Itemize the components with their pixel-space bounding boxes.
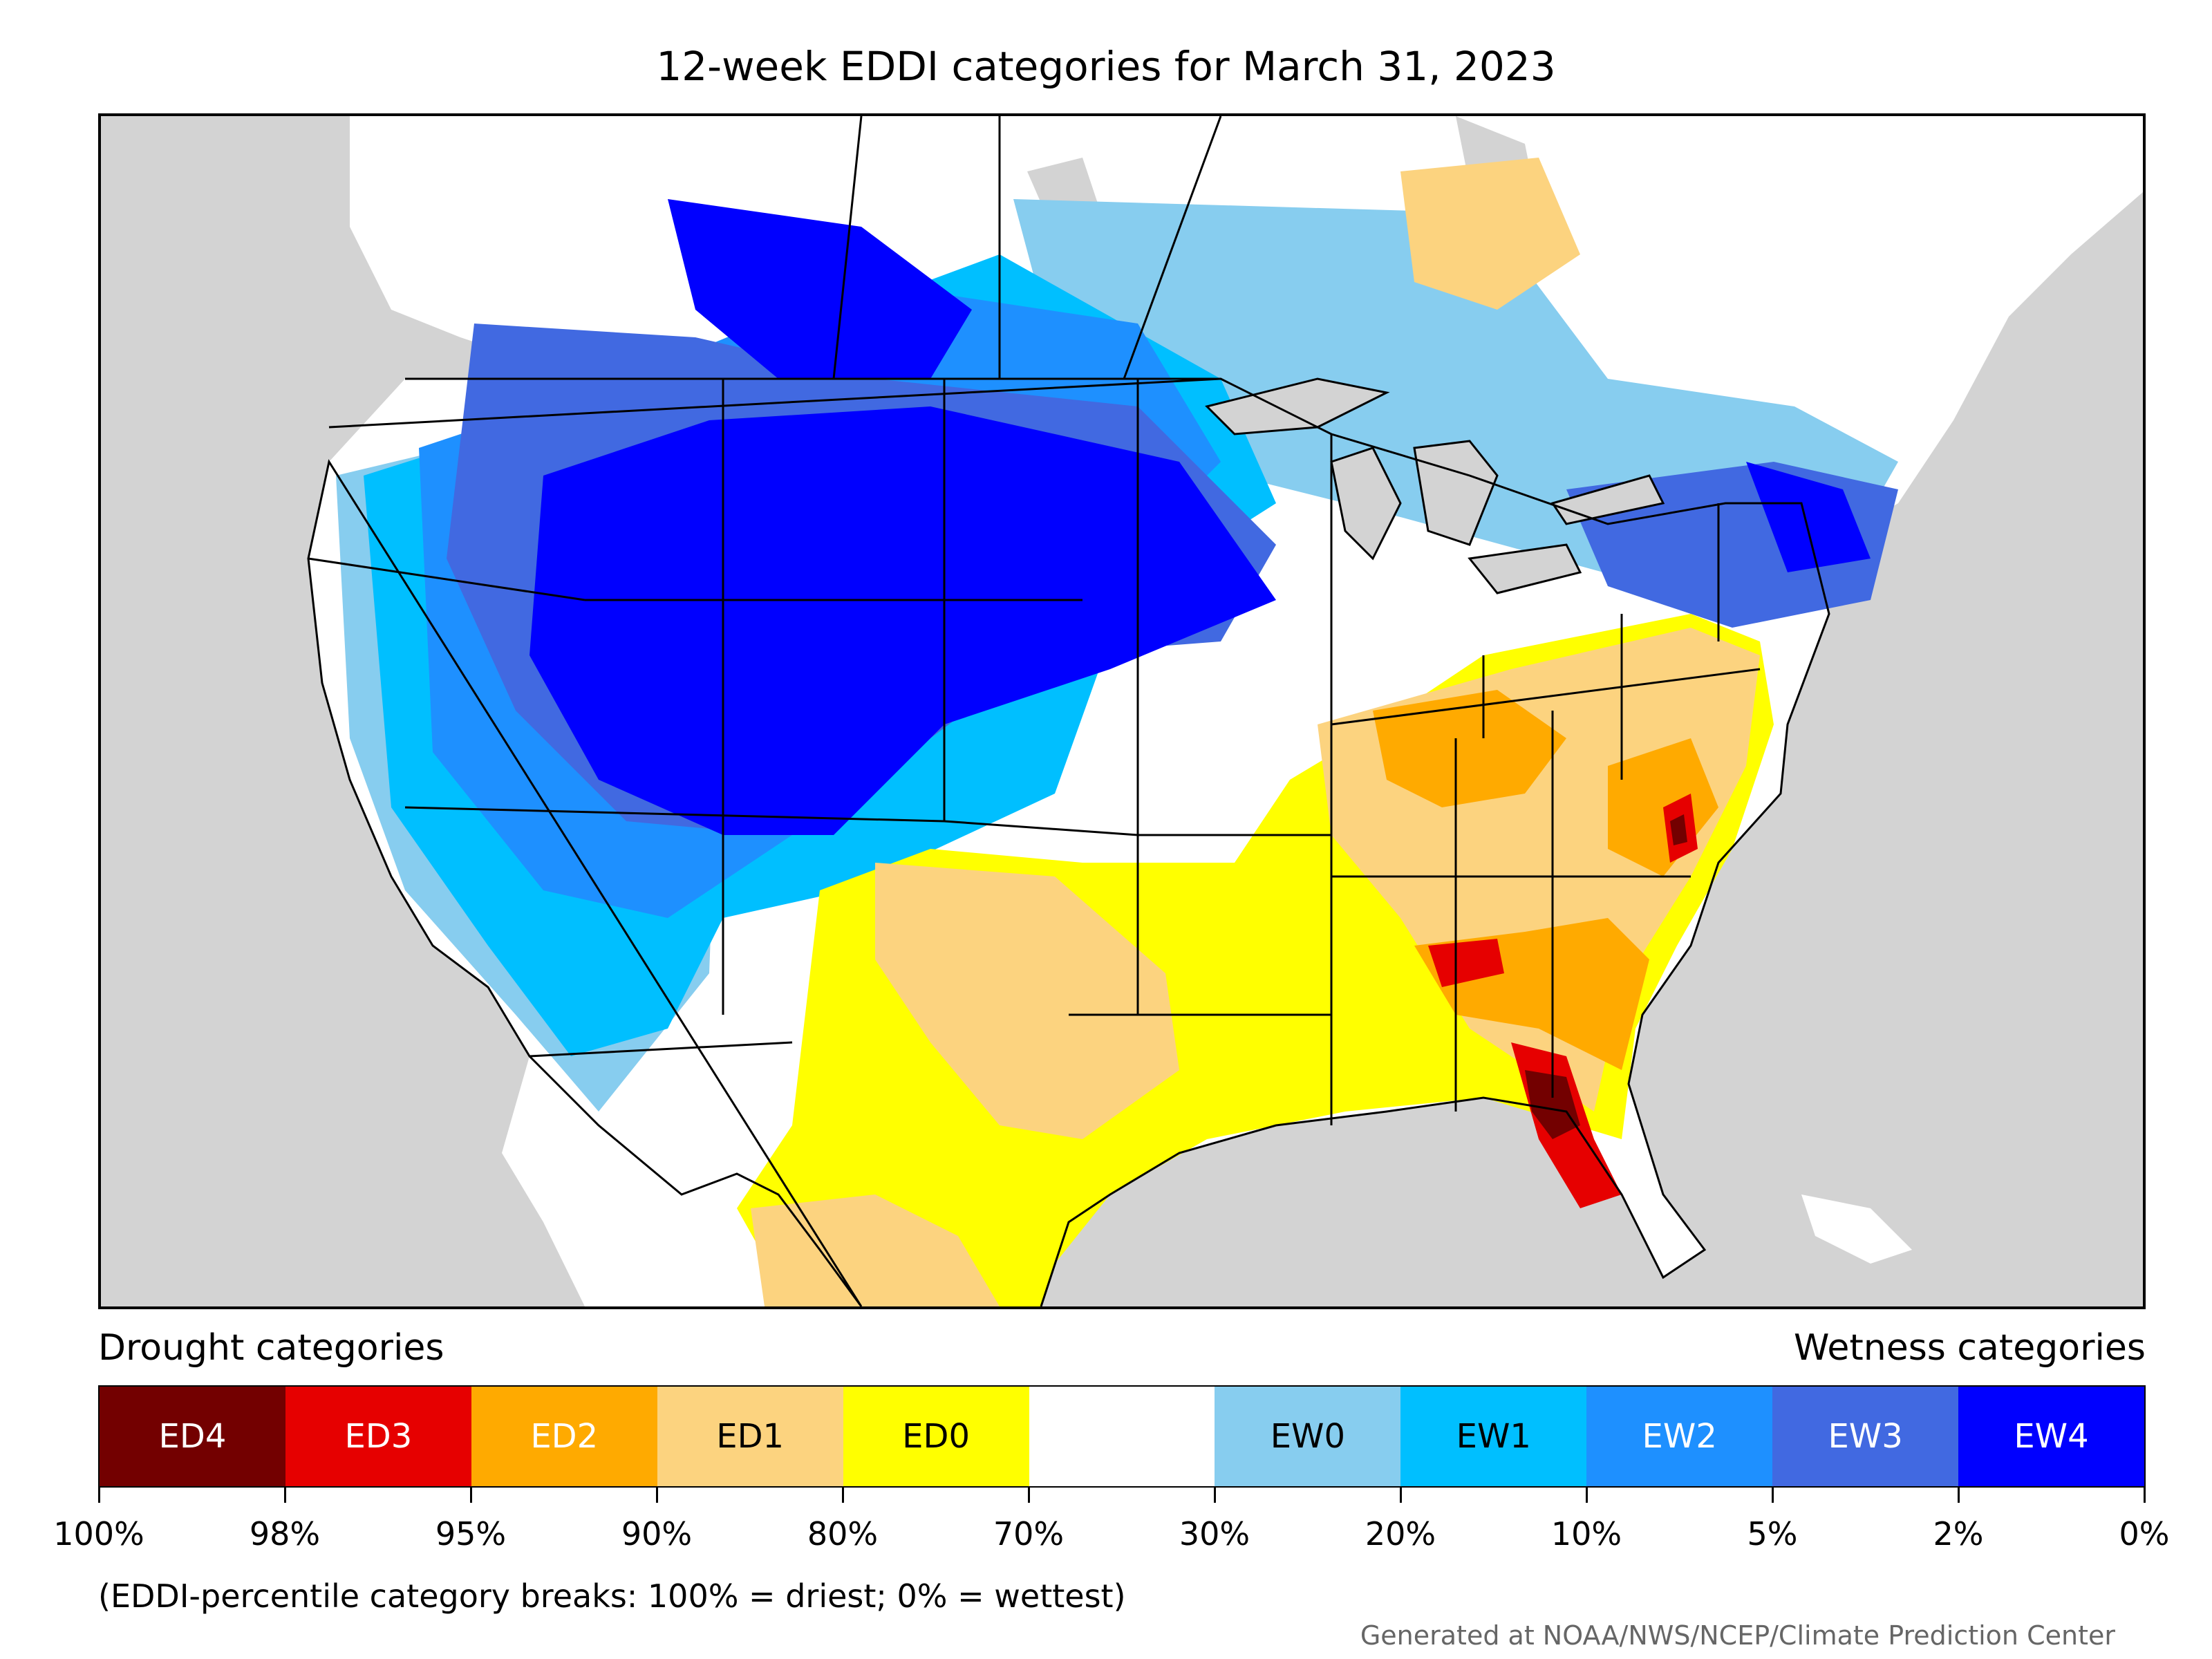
legend-tick-label: 20% [1365, 1515, 1436, 1553]
legend-cell-ew1: EW1 [1400, 1387, 1587, 1486]
legend-tick-label: 70% [993, 1515, 1065, 1553]
legend-cell-ew0: EW0 [1215, 1387, 1401, 1486]
ed2-area [1373, 690, 1566, 807]
legend-cell-ew3: EW3 [1772, 1387, 1959, 1486]
legend-cell-normal [1029, 1387, 1215, 1486]
legend-tick-label: 98% [249, 1515, 321, 1553]
legend-tick [1214, 1488, 1216, 1503]
legend-tick-label: 5% [1747, 1515, 1798, 1553]
ed1-area [875, 863, 1179, 1139]
legend-tick-label: 95% [435, 1515, 507, 1553]
legend-cell-ed2: ED2 [471, 1387, 657, 1486]
legend-tick [2144, 1488, 2146, 1503]
legend-cell-ew2: EW2 [1586, 1387, 1773, 1486]
legend-tick [656, 1488, 658, 1503]
legend-tick [1772, 1488, 1774, 1503]
legend-tick-label: 2% [1933, 1515, 1984, 1553]
map-title: 12-week EDDI categories for March 31, 20… [656, 43, 1556, 90]
ed4-area [1525, 1070, 1580, 1139]
legend-cell-ed1: ED1 [657, 1387, 843, 1486]
eddi-map [98, 113, 2146, 1309]
legend-cell-ed0: ED0 [843, 1387, 1029, 1486]
legend-tick [98, 1488, 100, 1503]
legend-cell-ed3: ED3 [285, 1387, 471, 1486]
legend-tick [1028, 1488, 1030, 1503]
category-breaks-footnote: (EDDI-percentile category breaks: 100% =… [98, 1577, 1126, 1615]
legend-tick-label: 10% [1550, 1515, 1622, 1553]
wetness-categories-heading: Wetness categories [1794, 1327, 2146, 1369]
category-legend-bar: ED4 ED3 ED2 ED1 ED0 EW0 EW1 EW2 EW3 EW4 [98, 1385, 2146, 1488]
ed1-area-quebec [1400, 158, 1580, 310]
coastline [307, 377, 1830, 1306]
great-lakes [1205, 377, 1665, 594]
legend-tick [842, 1488, 844, 1503]
credit-text: Generated at NOAA/NWS/NCEP/Climate Predi… [1360, 1620, 2115, 1651]
map-canvas [307, 116, 2143, 1306]
legend-tick-label: 0% [2119, 1515, 2170, 1553]
ew4-area-north [668, 199, 972, 379]
state-boundaries [308, 116, 1761, 1125]
legend-tick [470, 1488, 472, 1503]
ed1-area-mexico [751, 1194, 1000, 1306]
legend-cell-ed4: ED4 [100, 1387, 285, 1486]
legend-tick-label: 90% [621, 1515, 693, 1553]
legend-tick [1958, 1488, 1960, 1503]
drought-categories-heading: Drought categories [98, 1327, 444, 1369]
ew4-area [529, 406, 1276, 835]
legend-tick-label: 30% [1179, 1515, 1250, 1553]
legend-cell-ew4: EW4 [1958, 1387, 2144, 1486]
legend-tick [1586, 1488, 1588, 1503]
legend-tick [284, 1488, 286, 1503]
legend-tick [1400, 1488, 1402, 1503]
legend-tick-label: 80% [807, 1515, 879, 1553]
legend-tick-label: 100% [53, 1515, 144, 1553]
